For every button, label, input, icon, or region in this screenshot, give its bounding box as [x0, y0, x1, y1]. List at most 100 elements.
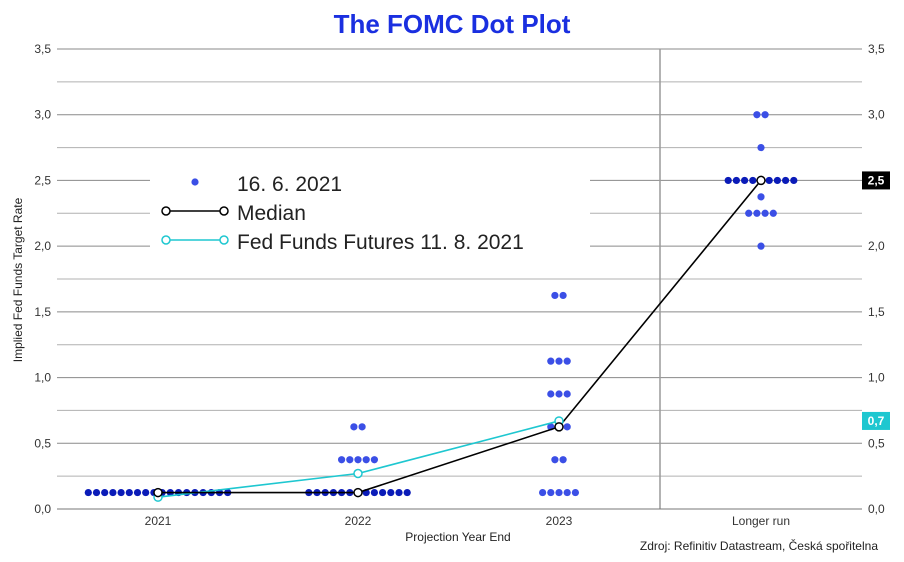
- dot-point: [92, 488, 101, 497]
- y-tick-label: 3,5: [868, 42, 885, 56]
- dot-point: [133, 488, 142, 497]
- x-axis: 2021 2022 2023 Longer run: [145, 514, 790, 528]
- futures-point: [353, 468, 363, 479]
- dot-point: [109, 488, 117, 497]
- median-point: [756, 175, 766, 186]
- y-axis-right: 0,0 0,5 1,0 1,5 2,0 2,5 3,0 3,5: [868, 42, 885, 516]
- y-tick-label: 3,5: [34, 42, 51, 56]
- dot-point: [555, 488, 563, 497]
- source-note: Zdroj: Refinitiv Datastream, Česká spoři…: [640, 538, 878, 553]
- dot-point: [761, 111, 769, 119]
- lines: [153, 175, 766, 502]
- dot-point: [724, 176, 732, 185]
- dot-point: [354, 456, 362, 464]
- legend-label-futures: Fed Funds Futures 11. 8. 2021: [237, 231, 524, 254]
- dot-point: [757, 242, 765, 250]
- dot-point: [370, 456, 378, 464]
- dot-point: [790, 176, 798, 185]
- dot-point: [387, 488, 395, 497]
- y-tick-label: 0,5: [868, 436, 885, 450]
- grid: [57, 48, 862, 510]
- dot-point: [563, 423, 571, 431]
- right-value-label: 2,5: [868, 173, 885, 187]
- legend-futures-marker: [219, 235, 229, 245]
- median-point: [153, 487, 163, 498]
- dot-point: [761, 209, 769, 217]
- dot-point: [547, 390, 555, 398]
- legend-dot-swatch: [191, 178, 199, 186]
- y-axis-left: 0,0 0,5 1,0 1,5 2,0 2,5 3,0 3,5: [34, 42, 51, 516]
- y-tick-label: 0,5: [34, 436, 51, 450]
- chart-title: The FOMC Dot Plot: [334, 9, 571, 39]
- dot-point: [749, 176, 757, 185]
- dot-point: [101, 488, 109, 497]
- legend-label-dots: 16. 6. 2021: [237, 173, 342, 196]
- dot-point: [732, 176, 741, 185]
- dot-point: [563, 390, 571, 398]
- dot-point: [757, 143, 765, 152]
- dot-point: [370, 488, 378, 497]
- y-tick-label: 1,5: [34, 305, 51, 319]
- x-axis-title: Projection Year End: [405, 530, 510, 544]
- median-point: [554, 422, 564, 432]
- dot-point: [539, 488, 547, 497]
- right-value-badge: [862, 411, 890, 430]
- dot-point: [142, 488, 150, 497]
- y-tick-label: 1,5: [868, 305, 885, 319]
- dot-point: [395, 488, 403, 497]
- dot-point: [769, 209, 777, 217]
- y-axis-title: Implied Fed Funds Target Rate: [11, 197, 25, 362]
- right-value-badge: [862, 171, 890, 190]
- dot-point: [559, 456, 567, 464]
- dot-point: [555, 357, 563, 365]
- y-tick-label: 0,0: [34, 502, 51, 516]
- x-tick-label: 2023: [546, 514, 573, 528]
- right-labels: 2,5 0,7: [862, 171, 890, 430]
- dot-point: [350, 423, 358, 431]
- y-tick-label: 0,0: [868, 502, 885, 516]
- dot-point: [741, 176, 749, 185]
- legend-label-median: Median: [237, 202, 306, 225]
- dot-point: [84, 488, 92, 497]
- y-tick-label: 2,0: [34, 239, 51, 253]
- dot-point: [379, 488, 387, 497]
- y-tick-label: 3,0: [34, 108, 51, 122]
- dot-point: [338, 456, 346, 464]
- y-tick-label: 3,0: [868, 108, 885, 122]
- dot-point: [547, 357, 555, 365]
- right-value-label: 0,7: [868, 414, 885, 428]
- dot-point: [551, 291, 559, 300]
- dot-point: [765, 176, 773, 185]
- dot-point: [563, 357, 571, 365]
- dot-point: [346, 456, 354, 464]
- dot-point: [773, 176, 782, 185]
- x-tick-label: 2021: [145, 514, 172, 528]
- y-tick-label: 1,0: [868, 371, 885, 385]
- dot-point: [117, 488, 125, 497]
- dot-point: [358, 423, 366, 431]
- legend-futures-marker: [161, 235, 171, 245]
- x-tick-label: 2022: [345, 514, 372, 528]
- legend-median-marker: [161, 206, 171, 216]
- dot-point: [125, 488, 133, 497]
- dot-point: [551, 456, 559, 464]
- dot-point: [745, 209, 753, 217]
- y-tick-label: 2,0: [868, 239, 885, 253]
- x-tick-label: Longer run: [732, 514, 790, 528]
- dot-point: [362, 456, 370, 464]
- median-point: [353, 487, 363, 498]
- dot-point: [555, 390, 563, 398]
- dot-point: [757, 193, 765, 201]
- dot-point: [753, 111, 761, 119]
- dot-point: [753, 209, 761, 217]
- dot-point: [559, 291, 567, 300]
- dot-point: [571, 488, 580, 497]
- dot-point: [782, 176, 790, 185]
- dot-point: [403, 488, 411, 497]
- y-tick-label: 2,5: [34, 173, 51, 187]
- legend: 16. 6. 2021 Median Fed Funds Futures 11. 8…: [150, 168, 590, 256]
- dot-point: [547, 488, 555, 497]
- median-line: [158, 179, 762, 494]
- dot-point: [563, 488, 571, 497]
